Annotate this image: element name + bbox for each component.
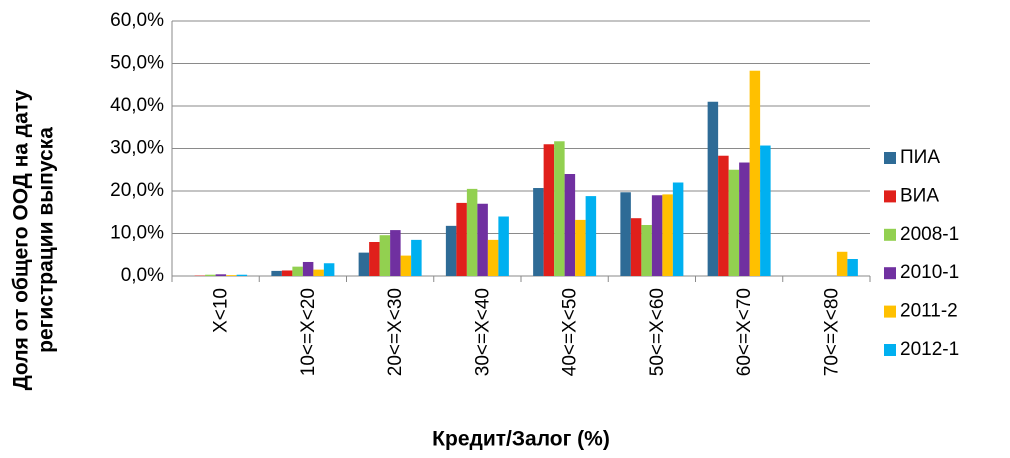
y-tick-label: 50,0% — [110, 53, 164, 74]
x-tick-label: 10<=X<20 — [298, 288, 319, 376]
bar — [564, 174, 576, 276]
bar — [313, 269, 324, 276]
bar — [271, 270, 282, 276]
bar — [466, 188, 478, 276]
y-tick-label: 10,0% — [110, 223, 164, 244]
legend-swatch — [884, 267, 896, 280]
legend-swatch — [884, 152, 896, 164]
y-axis-title-line: Доля от общего ООД на дату — [10, 89, 33, 390]
bar — [215, 274, 227, 276]
y-axis-title: Доля от общего ООД на дату регистрации в… — [10, 89, 58, 390]
x-tick-label: 30<=X<40 — [472, 288, 493, 376]
bar — [630, 218, 642, 276]
x-tick-label-group: 30<=X<40 — [472, 288, 493, 376]
bar — [620, 192, 631, 276]
bar — [379, 235, 391, 276]
x-tick-label: 50<=X<60 — [647, 288, 668, 376]
bar — [662, 194, 673, 276]
bar — [728, 169, 740, 276]
bar — [739, 162, 750, 276]
bar — [641, 225, 652, 276]
bar — [226, 275, 237, 276]
legend-label: 2010-1 — [900, 262, 959, 283]
x-tick-label-group: 40<=X<50 — [560, 288, 581, 376]
x-tick-label: 20<=X<30 — [385, 288, 406, 376]
bar — [718, 155, 729, 276]
legend-swatch — [884, 344, 896, 356]
bar — [323, 263, 335, 276]
bar — [707, 101, 719, 276]
bar — [498, 216, 509, 276]
legend-swatch — [884, 190, 896, 203]
bar — [456, 202, 467, 276]
x-axis-title: Кредит/Залог (%) — [432, 428, 610, 451]
legend-swatch — [884, 305, 896, 318]
y-tick-label: 30,0% — [110, 138, 164, 159]
bar — [445, 225, 457, 276]
bar — [543, 144, 555, 276]
x-tick-label: 70<=X<80 — [821, 288, 842, 376]
bar — [487, 239, 499, 276]
y-tick-label: 0,0% — [121, 265, 164, 286]
bar — [575, 219, 586, 276]
bar — [292, 266, 303, 276]
x-tick-label-group: 10<=X<20 — [298, 288, 319, 376]
bar — [554, 141, 565, 276]
bar — [411, 239, 422, 276]
bar — [847, 259, 858, 276]
x-tick-label-group: 20<=X<30 — [385, 288, 406, 376]
y-tick-label: 20,0% — [110, 180, 164, 201]
x-tick-label-group: 50<=X<60 — [647, 288, 668, 376]
bar — [358, 252, 370, 276]
x-tick-label: X<10 — [211, 288, 232, 333]
bar — [281, 270, 293, 276]
y-axis-title-line: регистрации выпуска — [35, 127, 58, 353]
bar — [585, 196, 597, 276]
bar — [651, 195, 663, 276]
bar — [672, 182, 684, 276]
legend-label: ПИА — [900, 147, 940, 168]
bar — [749, 70, 761, 276]
legend-label: ВИА — [900, 185, 939, 206]
legend-label: 2011-2 — [900, 301, 958, 322]
bar — [205, 274, 216, 276]
x-tick-label-group: 60<=X<70 — [734, 288, 755, 376]
bar — [760, 145, 771, 276]
bar — [369, 242, 380, 276]
bar — [836, 251, 848, 276]
bar — [302, 261, 314, 276]
bar — [400, 255, 412, 276]
bar — [477, 203, 488, 276]
legend-label: 2012-1 — [900, 339, 959, 360]
x-tick-label: 60<=X<70 — [734, 288, 755, 376]
y-tick-label: 40,0% — [110, 95, 164, 116]
x-tick-label-group: X<10 — [211, 288, 232, 333]
bar — [236, 274, 248, 276]
x-tick-label: 40<=X<50 — [560, 288, 581, 376]
x-tick-label-group: 70<=X<80 — [821, 288, 842, 376]
legend-label: 2008-1 — [900, 224, 959, 245]
bar — [533, 188, 544, 276]
legend-swatch — [884, 228, 896, 241]
y-tick-label: 60,0% — [110, 10, 164, 31]
bar — [390, 230, 401, 276]
